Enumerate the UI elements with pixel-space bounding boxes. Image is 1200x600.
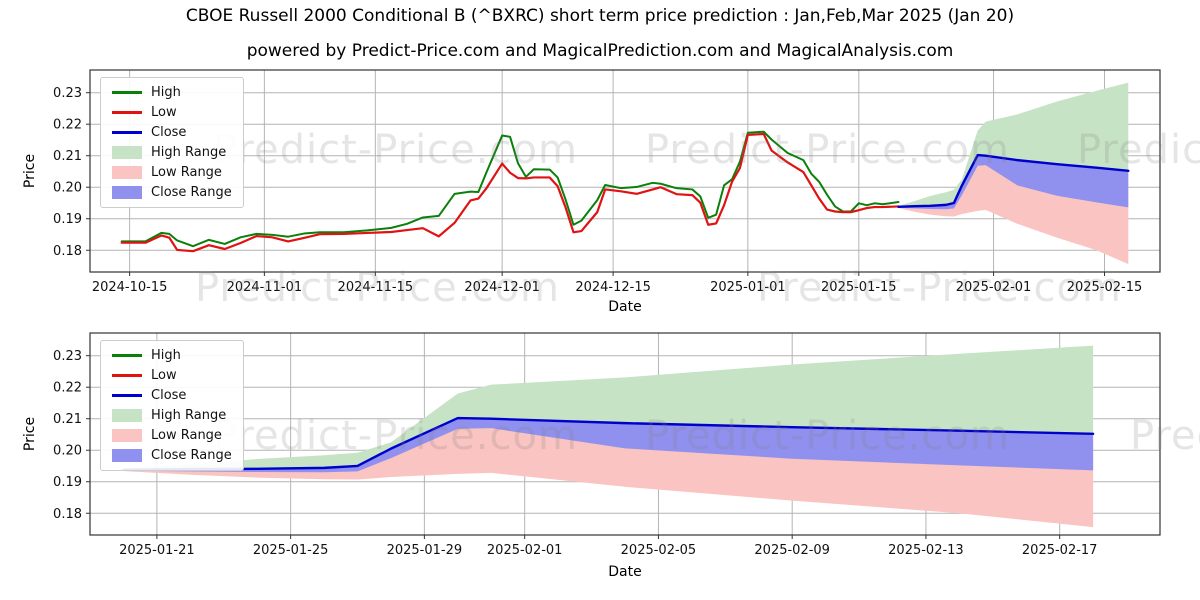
- low-range-swatch: [112, 166, 142, 179]
- high-range-swatch: [112, 409, 142, 422]
- y-tick-label: 0.23: [53, 86, 82, 101]
- y-tick-label: 0.19: [53, 475, 82, 490]
- x-tick-label: 2025-02-17: [1022, 543, 1098, 558]
- legend-item: Close: [112, 388, 232, 403]
- legend-item: Close Range: [112, 448, 232, 463]
- figure-subtitle: powered by Predict-Price.com and Magical…: [246, 41, 954, 61]
- legend-label: Low Range: [151, 165, 222, 180]
- y-axis-label-bottom: Price: [22, 416, 38, 452]
- x-tick-label: 2024-11-01: [227, 280, 303, 295]
- x-tick-label: 2025-01-29: [387, 543, 463, 558]
- close-range-swatch: [112, 449, 142, 462]
- y-axis-label-top: Price: [22, 153, 38, 189]
- x-tick-label: 2025-01-01: [710, 280, 786, 295]
- legend-item: High: [112, 85, 232, 100]
- y-tick-label: 0.21: [53, 412, 82, 427]
- y-tick-label: 0.19: [53, 212, 82, 227]
- x-tick-label: 2025-02-09: [754, 543, 830, 558]
- x-tick-label: 2025-02-15: [1067, 280, 1143, 295]
- x-axis-label-top: Date: [608, 299, 642, 315]
- plot-border: [89, 69, 1161, 273]
- close-line: [897, 153, 1130, 208]
- y-tick-label: 0.20: [53, 444, 82, 459]
- low-swatch: [112, 111, 142, 114]
- x-tick-label: 2025-02-01: [956, 280, 1032, 295]
- x-tick-label: 2024-10-15: [92, 280, 168, 295]
- watermark-text: Predict-Price.com: [213, 413, 578, 459]
- x-tick-label: 2024-12-15: [575, 280, 651, 295]
- legend-label: Low: [151, 105, 177, 120]
- legend-label: Low: [151, 368, 177, 383]
- legend-item: High: [112, 348, 232, 363]
- legend-label: Close: [151, 125, 187, 140]
- legend-label: High Range: [151, 145, 227, 160]
- legend-top: High Low Close High Range Low Range Close Ran…: [100, 77, 244, 208]
- watermark-text: Predict-Price.com: [195, 265, 560, 311]
- low-range-swatch: [112, 429, 142, 442]
- watermark-text: Predict-Price.com: [645, 413, 1010, 459]
- y-tick-label: 0.22: [53, 118, 82, 133]
- legend-item: Low: [112, 105, 232, 120]
- legend-label: Close Range: [151, 185, 232, 200]
- legend-item: High Range: [112, 408, 232, 423]
- x-tick-label: 2025-01-15: [821, 280, 897, 295]
- legend-label: High Range: [151, 408, 227, 423]
- legend-item: Low Range: [112, 428, 232, 443]
- watermark-text: Predict-Price.com: [645, 127, 1010, 173]
- legend-label: High: [151, 348, 181, 363]
- close-range-band: [123, 418, 1094, 473]
- high-range-band: [123, 345, 1094, 470]
- close-line: [122, 416, 1095, 471]
- watermark-text: Predict-Price.com: [213, 127, 578, 173]
- high-swatch: [112, 354, 142, 357]
- high-swatch: [112, 91, 142, 94]
- legend-item: Close Range: [112, 185, 232, 200]
- y-tick-label: 0.23: [53, 349, 82, 364]
- y-tick-label: 0.20: [53, 181, 82, 196]
- x-tick-label: 2024-11-15: [338, 280, 414, 295]
- y-tick-label: 0.22: [53, 381, 82, 396]
- legend-label: Close Range: [151, 448, 232, 463]
- legend-bottom: High Low Close High Range Low Range Close Ran…: [100, 340, 244, 471]
- high-line: [120, 130, 900, 248]
- chart-prediction-zoom: 2025-01-21 2025-01-25 2025-01-29 2025-02-01…: [53, 332, 1161, 558]
- watermark-text: Predict-Price.com: [757, 265, 1122, 311]
- close-swatch: [112, 131, 142, 134]
- low-swatch: [112, 374, 142, 377]
- x-tick-label: 2024-12-01: [464, 280, 540, 295]
- watermark-text: Predict-Price.com: [1130, 413, 1200, 459]
- high-range-swatch: [112, 146, 142, 159]
- plot-border: [89, 332, 1161, 536]
- close-range-swatch: [112, 186, 142, 199]
- y-tick-label: 0.18: [53, 244, 82, 259]
- close-range-band: [898, 155, 1129, 210]
- legend-label: High: [151, 85, 181, 100]
- x-tick-label: 2025-01-25: [253, 543, 329, 558]
- x-tick-label: 2025-02-13: [888, 543, 964, 558]
- high-range-band: [898, 82, 1129, 207]
- low-line: [120, 132, 900, 253]
- x-tick-label: 2025-02-01: [487, 543, 563, 558]
- chart-overview: 2024-10-15 2024-11-01 2024-11-15 2024-12-01…: [53, 69, 1161, 295]
- y-tick-label: 0.21: [53, 149, 82, 164]
- legend-item: Low: [112, 368, 232, 383]
- legend-label: Close: [151, 388, 187, 403]
- x-tick-label: 2025-01-21: [119, 543, 195, 558]
- x-axis-label-bottom: Date: [608, 564, 642, 580]
- legend-item: Low Range: [112, 165, 232, 180]
- legend-item: High Range: [112, 145, 232, 160]
- figure-title: CBOE Russell 2000 Conditional B (^BXRC) …: [185, 6, 1015, 26]
- close-swatch: [112, 394, 142, 397]
- watermark-text: Predict-Price.com: [1077, 127, 1200, 173]
- legend-item: Close: [112, 125, 232, 140]
- x-tick-label: 2025-02-05: [621, 543, 697, 558]
- y-tick-label: 0.18: [53, 507, 82, 522]
- legend-label: Low Range: [151, 428, 222, 443]
